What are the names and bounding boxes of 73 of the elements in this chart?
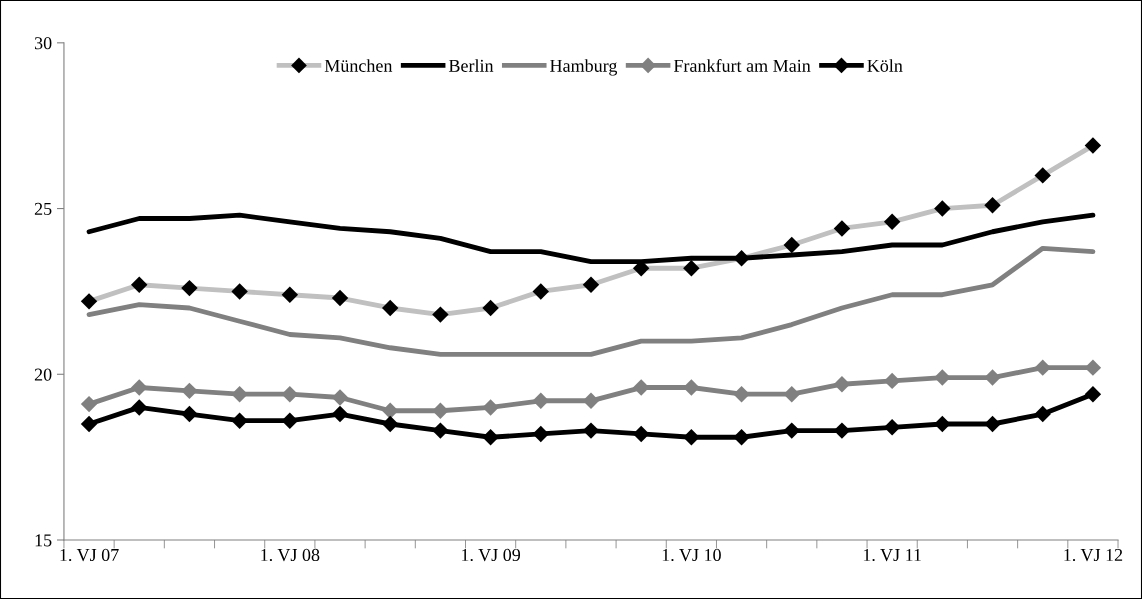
point bbox=[381, 402, 399, 419]
point bbox=[131, 276, 148, 293]
point bbox=[1034, 167, 1051, 184]
point bbox=[1084, 137, 1102, 154]
point bbox=[683, 429, 700, 446]
point bbox=[783, 385, 800, 403]
x-tick-label: 1. VJ 11 bbox=[863, 548, 921, 562]
point bbox=[80, 293, 98, 310]
point bbox=[432, 306, 449, 323]
point bbox=[934, 369, 951, 386]
x-tick-label: 1. VJ 10 bbox=[662, 548, 721, 562]
point bbox=[934, 415, 951, 433]
y-tick-label: 20 bbox=[34, 368, 52, 381]
point bbox=[231, 385, 248, 403]
point bbox=[231, 283, 248, 300]
point bbox=[683, 260, 700, 277]
point bbox=[181, 382, 198, 400]
point bbox=[883, 213, 901, 231]
y-tick-label: 30 bbox=[34, 37, 52, 50]
legend-label: Köln bbox=[867, 59, 903, 72]
point bbox=[883, 419, 901, 436]
x-tick-label: 1. VJ 09 bbox=[462, 548, 521, 562]
point bbox=[281, 286, 299, 303]
point bbox=[733, 385, 750, 403]
point bbox=[331, 389, 349, 406]
point bbox=[1084, 385, 1102, 403]
point bbox=[1034, 359, 1051, 376]
point bbox=[833, 220, 851, 237]
point bbox=[582, 276, 600, 293]
point bbox=[331, 289, 349, 307]
point bbox=[181, 279, 198, 297]
x-tick-label: 1. VJ 12 bbox=[1064, 548, 1123, 562]
point bbox=[331, 405, 349, 423]
point bbox=[833, 422, 851, 439]
point bbox=[482, 299, 499, 317]
legend-label: Frankfurt am Main bbox=[673, 59, 811, 72]
point bbox=[683, 379, 700, 396]
point bbox=[1034, 405, 1051, 423]
point bbox=[131, 399, 148, 416]
point bbox=[632, 425, 650, 443]
point bbox=[381, 299, 399, 317]
point bbox=[984, 369, 1001, 386]
y-tick-label: 15 bbox=[35, 534, 52, 547]
point bbox=[984, 415, 1001, 433]
point bbox=[181, 405, 198, 423]
point bbox=[582, 422, 600, 439]
point bbox=[281, 412, 299, 429]
legend-label: Berlin bbox=[448, 59, 494, 72]
point bbox=[783, 236, 800, 254]
point bbox=[80, 395, 98, 413]
point bbox=[833, 376, 851, 393]
point bbox=[281, 385, 299, 403]
point bbox=[80, 415, 98, 433]
x-tick-label: 1. VJ 08 bbox=[261, 548, 320, 562]
point bbox=[532, 283, 550, 300]
point bbox=[231, 412, 248, 429]
point bbox=[532, 425, 550, 443]
y-tick-label: 25 bbox=[34, 202, 52, 215]
point bbox=[381, 415, 399, 433]
point bbox=[432, 422, 449, 439]
point bbox=[482, 429, 499, 446]
legend-label: Hamburg bbox=[550, 59, 618, 76]
point bbox=[984, 197, 1001, 214]
point bbox=[432, 402, 449, 419]
legend-label: München bbox=[324, 59, 393, 72]
point bbox=[934, 200, 951, 217]
point bbox=[733, 250, 750, 267]
point bbox=[131, 379, 148, 396]
line-series bbox=[86, 245, 1096, 357]
point bbox=[482, 399, 499, 416]
x-tick-label: 1. VJ 07 bbox=[60, 548, 119, 562]
point bbox=[733, 429, 750, 446]
point bbox=[783, 422, 800, 439]
